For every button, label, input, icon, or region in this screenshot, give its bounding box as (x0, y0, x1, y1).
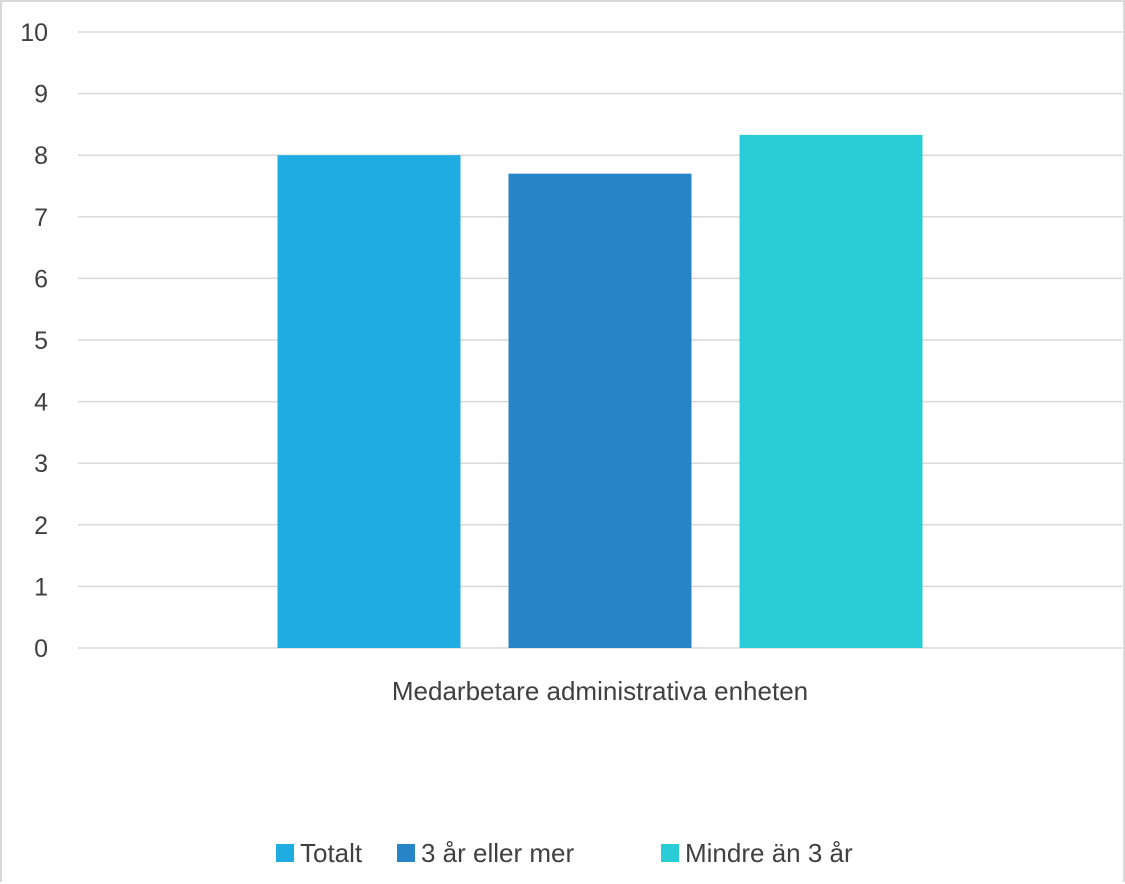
legend-swatch (276, 844, 294, 862)
y-axis-ticks: 0 1 2 3 4 5 6 7 8 9 10 (20, 19, 48, 663)
bars (277, 134, 923, 648)
bar-1 (277, 155, 461, 648)
bar-3 (739, 134, 923, 648)
bar-2 (508, 173, 692, 648)
y-tick-label: 6 (34, 265, 48, 293)
legend-label: 3 år eller mer (421, 838, 574, 868)
y-tick-label: 0 (34, 635, 48, 663)
y-tick-label: 4 (34, 389, 48, 417)
legend-swatch (661, 844, 679, 862)
legend: Totalt 3 år eller mer Mindre än 3 år (276, 838, 853, 868)
category-label: Medarbetare administrativa enheten (392, 676, 808, 706)
y-tick-label: 8 (34, 142, 48, 170)
legend-label: Totalt (300, 838, 363, 868)
category-labels: Medarbetare administrativa enheten (392, 676, 808, 706)
y-tick-label: 5 (34, 327, 48, 355)
y-tick-label: 9 (34, 81, 48, 109)
y-tick-label: 7 (34, 204, 48, 232)
legend-swatch (397, 844, 415, 862)
legend-label: Mindre än 3 år (685, 838, 853, 868)
y-tick-label: 10 (20, 19, 48, 47)
y-tick-label: 1 (34, 573, 48, 601)
y-tick-label: 2 (34, 512, 48, 540)
y-tick-label: 3 (34, 450, 48, 478)
